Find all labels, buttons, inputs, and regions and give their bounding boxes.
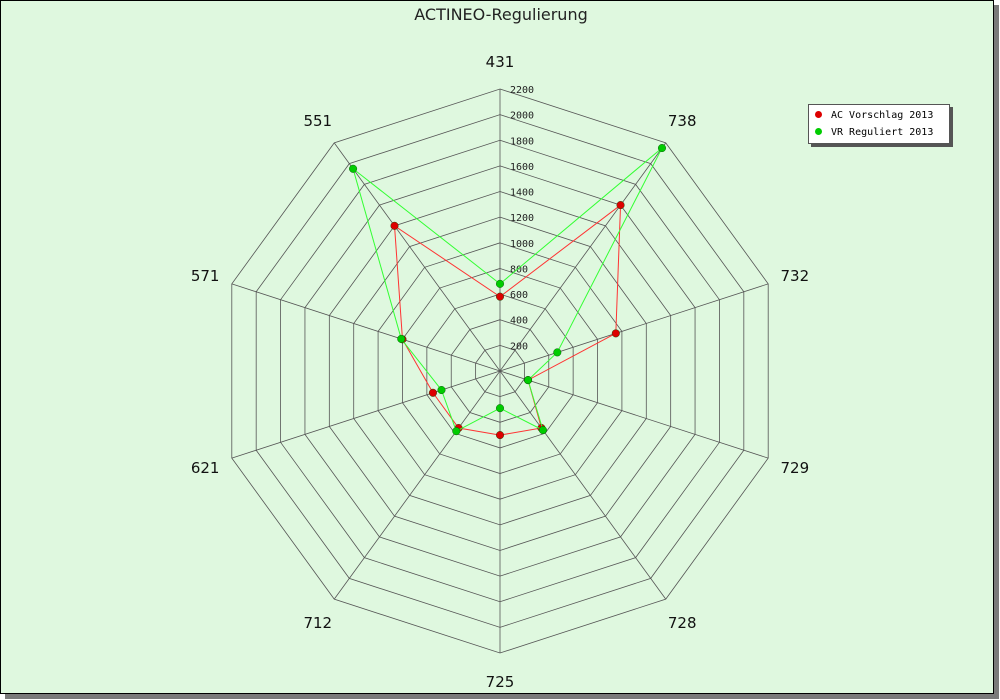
data-point — [496, 292, 505, 301]
radar-grid — [231, 88, 769, 654]
tick-label: 400 — [510, 316, 528, 327]
data-series — [349, 144, 666, 440]
category-labels: 431 738 732 729 728 725 712 621 571 551 — [191, 53, 809, 691]
category-label: 431 — [486, 53, 515, 71]
data-point — [496, 404, 505, 413]
legend-item-vr-reguliert: VR Reguliert 2013 — [815, 126, 933, 140]
grid-spoke — [333, 370, 501, 600]
data-point — [349, 164, 358, 173]
category-label: 729 — [781, 459, 810, 477]
data-point — [428, 388, 437, 397]
grid-spoke — [231, 283, 501, 372]
tick-label: 1400 — [510, 188, 534, 199]
series-1 — [349, 144, 666, 436]
tick-label: 2200 — [510, 85, 534, 96]
series-0 — [390, 201, 625, 440]
tick-label: 1000 — [510, 239, 534, 250]
data-point — [616, 201, 625, 210]
chart-title: ACTINEO-Regulierung — [414, 5, 588, 24]
tick-label: 2000 — [510, 111, 534, 122]
category-label: 728 — [668, 614, 697, 632]
legend-label-vr-reguliert: VR Reguliert 2013 — [831, 127, 934, 138]
tick-label: 200 — [510, 341, 528, 352]
data-point — [390, 221, 399, 230]
category-label: 725 — [486, 673, 515, 691]
tick-label: 1600 — [510, 162, 534, 173]
legend-marker-ac-vorschlag — [815, 110, 822, 118]
tick-label: 600 — [510, 290, 528, 301]
category-label: 732 — [781, 267, 810, 285]
data-point — [611, 329, 620, 338]
legend-label-ac-vorschlag: AC Vorschlag 2013 — [831, 110, 934, 121]
grid-spoke — [499, 370, 769, 459]
series-line — [393, 204, 622, 436]
grid-spoke — [499, 370, 667, 600]
legend: AC Vorschlag 2013 VR Reguliert 2013 — [808, 104, 950, 144]
tick-label: 1200 — [510, 213, 534, 224]
tick-label: 1800 — [510, 136, 534, 147]
grid-spoke — [499, 283, 769, 372]
category-label: 738 — [668, 112, 697, 130]
data-point — [496, 431, 505, 440]
radial-tick-labels: 200 400 600 800 1000 1200 1400 1600 1800 2000 2200 — [510, 85, 534, 352]
data-point — [538, 426, 547, 435]
data-point — [553, 348, 562, 357]
data-point — [496, 279, 505, 288]
legend-item-ac-vorschlag: AC Vorschlag 2013 — [815, 109, 933, 123]
data-point — [657, 144, 666, 153]
data-point — [437, 386, 446, 395]
data-point — [524, 376, 533, 385]
grid-spoke — [231, 370, 501, 459]
grid-spoke — [499, 142, 667, 372]
legend-marker-vr-reguliert — [815, 127, 822, 135]
category-label: 712 — [303, 614, 332, 632]
data-point — [452, 427, 461, 436]
category-label: 621 — [191, 459, 220, 477]
category-label: 551 — [303, 112, 332, 130]
tick-label: 800 — [510, 264, 528, 275]
data-point — [397, 334, 406, 343]
grid-spoke — [333, 142, 501, 372]
category-label: 571 — [191, 267, 220, 285]
